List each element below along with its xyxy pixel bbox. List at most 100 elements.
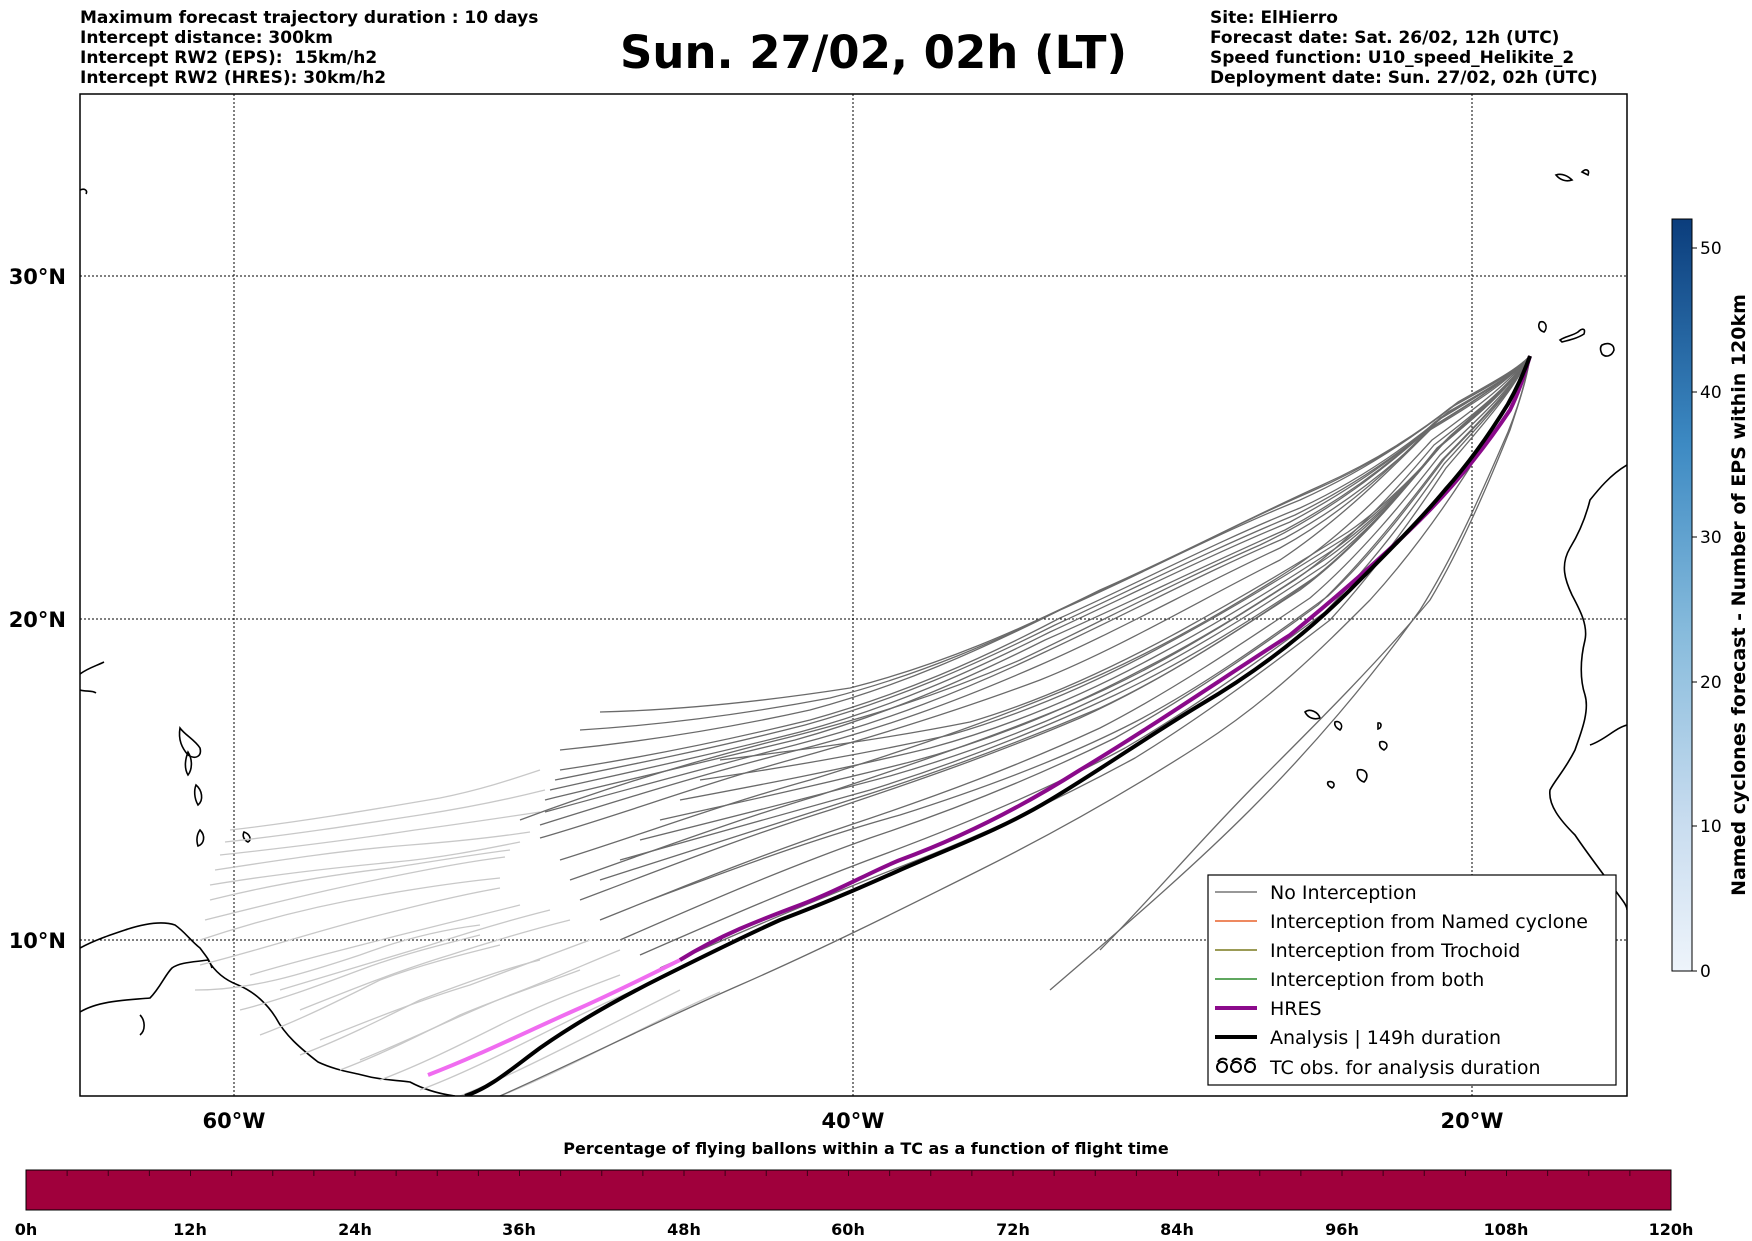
bottom-colorbar: Percentage of flying ballons within a TC… <box>15 1139 1694 1239</box>
lat-label: 30°N <box>9 265 66 289</box>
light-trajectory <box>229 769 541 831</box>
dominica-coast <box>184 750 193 777</box>
cape-verde-island-coast <box>1378 740 1388 751</box>
trajectory <box>519 355 1531 821</box>
light-trajectory <box>419 987 641 1091</box>
trajectory <box>649 355 1531 901</box>
trajectory <box>1049 355 1531 991</box>
trajectory <box>499 355 1531 1096</box>
coastlines <box>80 169 1627 1096</box>
colorbar-minor-ticks <box>66 1170 1631 1176</box>
light-trajectory <box>214 831 531 871</box>
analysis-trajectory <box>464 355 1532 1096</box>
legend-label: No Interception <box>1270 882 1417 904</box>
map-frame <box>79 93 1628 1097</box>
time-tick-label: 0h <box>15 1220 38 1239</box>
colorbar-tick-label: 30 <box>1700 528 1722 548</box>
legend-box <box>1207 874 1617 1086</box>
trajectory <box>599 355 1531 713</box>
trajectory <box>659 355 1531 969</box>
colorbar-bar <box>25 1169 1672 1211</box>
light-trajectory <box>359 949 621 1061</box>
light-trajectory <box>279 909 551 991</box>
trajectory <box>599 355 1531 921</box>
colorbar-tick-label: 0 <box>1700 962 1711 982</box>
time-tick-label: 96h <box>1325 1220 1359 1239</box>
trajectory <box>569 355 1531 881</box>
colorbar-title: Percentage of flying ballons within a TC… <box>563 1139 1169 1158</box>
light-trajectory <box>204 856 506 921</box>
barbados-coast <box>242 831 251 843</box>
colorbar-gradient <box>1671 218 1693 972</box>
puerto-rico-coast <box>80 661 105 675</box>
colorbar-tick-label: 50 <box>1700 239 1722 259</box>
cape-verde-island-coast <box>1333 720 1343 731</box>
info-line: Deployment date: Sun. 27/02, 02h (UTC) <box>1210 68 1598 88</box>
info-line: Intercept RW2 (EPS): 15km/h2 <box>80 48 378 68</box>
info-line: Intercept RW2 (HRES): 30km/h2 <box>80 68 387 88</box>
time-tick-label: 84h <box>1160 1220 1194 1239</box>
light-trajectory <box>239 934 481 1011</box>
island-coast <box>80 689 97 694</box>
martinique-coast <box>193 783 203 807</box>
porto-santo-coast <box>1580 169 1590 177</box>
trajectory <box>599 355 1531 881</box>
time-tick-label: 60h <box>831 1220 865 1239</box>
light-trajectory <box>209 849 511 901</box>
info-line: Maximum forecast trajectory duration : 1… <box>80 8 539 28</box>
light-trajectory <box>209 841 521 886</box>
trajectory <box>559 355 1531 861</box>
graticule <box>80 94 1627 1096</box>
south-america-coast <box>80 959 456 1096</box>
light-trajectory <box>299 919 571 1011</box>
time-tick-label: 12h <box>173 1220 207 1239</box>
cyclone-symbol-icon <box>1216 1057 1256 1073</box>
lon-label: 60°W <box>203 1109 266 1133</box>
hres-trajectory <box>678 355 1532 962</box>
legend-label: Interception from both <box>1270 969 1484 991</box>
light-trajectory <box>199 877 501 941</box>
light-trajectory <box>199 887 501 966</box>
page-title: Sun. 27/02, 02h (LT) <box>620 26 1128 79</box>
light-trajectory <box>299 959 541 1056</box>
site-info: Site: ElHierro Forecast date: Sat. 26/02… <box>1210 8 1598 88</box>
longitude-labels: 60°W 40°W 20°W <box>203 1109 1504 1133</box>
legend-label: TC obs. for analysis duration <box>1269 1057 1541 1079</box>
light-trajectory <box>379 974 621 1081</box>
light-trajectory <box>224 789 546 843</box>
light-trajectory <box>219 811 541 856</box>
info-line: Forecast date: Sat. 26/02, 12h (UTC) <box>1210 28 1560 48</box>
light-trajectory <box>194 924 481 991</box>
lat-label: 20°N <box>9 608 66 632</box>
time-tick-label: 24h <box>338 1220 372 1239</box>
light-trajectory <box>259 944 501 1036</box>
bermuda-coast <box>80 188 88 195</box>
cape-verde-island-coast <box>1356 768 1368 783</box>
legend: No Interception Interception from Named … <box>1207 874 1617 1086</box>
light-trajectory <box>339 969 581 1071</box>
cape-verde-island-coast <box>1303 709 1322 720</box>
trajectory <box>639 355 1531 956</box>
legend-label: Interception from Named cyclone <box>1270 911 1588 933</box>
time-tick-label: 120h <box>1649 1220 1694 1239</box>
time-tick-label: 108h <box>1484 1220 1529 1239</box>
light-trajectory <box>249 904 521 976</box>
la-palma-coast <box>1538 320 1547 333</box>
colorbar-tick-label: 40 <box>1700 383 1722 403</box>
info-line: Site: ElHierro <box>1210 8 1338 28</box>
colorbar-tick-label: 20 <box>1700 673 1722 693</box>
trajectory <box>1099 355 1531 951</box>
colorbar-tick-labels: 0 10 20 30 40 50 <box>1700 239 1722 982</box>
madeira-coast <box>1554 173 1574 182</box>
time-tick-label: 72h <box>996 1220 1030 1239</box>
latitude-labels: 30°N 20°N 10°N <box>9 265 66 953</box>
cape-verde-island-coast <box>1377 722 1382 731</box>
info-line: Intercept distance: 300km <box>80 28 333 48</box>
cape-verde-island-coast <box>1326 780 1335 789</box>
senegal-coast <box>1589 724 1627 746</box>
hres-trajectory-early <box>427 958 681 1077</box>
no-interception-trajectories <box>499 355 1531 1096</box>
light-trajectory-segments <box>194 769 721 1096</box>
map-content <box>80 94 1627 1096</box>
